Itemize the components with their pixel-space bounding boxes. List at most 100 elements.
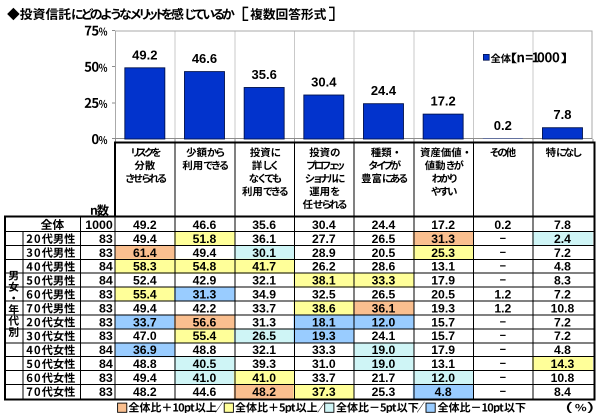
svg-text:4.8: 4.8 <box>554 343 571 357</box>
svg-text:36.1: 36.1 <box>252 232 276 246</box>
svg-text:33.3: 33.3 <box>312 343 336 357</box>
svg-text:−: − <box>500 358 506 370</box>
svg-text:83: 83 <box>99 385 113 399</box>
svg-text:19.3: 19.3 <box>431 301 455 315</box>
svg-text:31.0: 31.0 <box>312 357 336 371</box>
svg-text:28.6: 28.6 <box>372 260 396 274</box>
svg-text:46.6: 46.6 <box>192 51 217 66</box>
svg-text:83: 83 <box>99 246 113 260</box>
svg-text:14.3: 14.3 <box>551 357 575 371</box>
svg-text:55.4: 55.4 <box>193 329 217 343</box>
svg-text:24.4: 24.4 <box>371 83 397 98</box>
svg-text:33.3: 33.3 <box>372 274 396 288</box>
svg-text:42.9: 42.9 <box>193 274 217 288</box>
svg-text:13.1: 13.1 <box>431 357 455 371</box>
svg-text:30.4: 30.4 <box>312 218 336 232</box>
svg-text:36.1: 36.1 <box>372 301 396 315</box>
svg-text:26.5: 26.5 <box>252 329 276 343</box>
svg-text:12.0: 12.0 <box>372 315 396 329</box>
svg-text:4.8: 4.8 <box>435 385 452 399</box>
svg-text:35.6: 35.6 <box>252 67 277 82</box>
svg-text:48.8: 48.8 <box>133 357 157 371</box>
svg-text:32.5: 32.5 <box>312 287 336 301</box>
svg-text:84: 84 <box>99 357 113 371</box>
svg-text:15.7: 15.7 <box>431 315 455 329</box>
svg-text:48.8: 48.8 <box>193 343 217 357</box>
svg-text:44.6: 44.6 <box>193 385 217 399</box>
svg-text:−: − <box>500 344 506 356</box>
svg-text:−: − <box>500 233 506 245</box>
svg-text:49.4: 49.4 <box>133 232 157 246</box>
svg-text:7.2: 7.2 <box>554 329 571 343</box>
svg-text:83: 83 <box>99 287 113 301</box>
svg-text:27.7: 27.7 <box>312 232 336 246</box>
svg-text:1000: 1000 <box>85 218 113 232</box>
svg-text:10.8: 10.8 <box>551 301 575 315</box>
svg-text:83: 83 <box>99 301 113 315</box>
svg-text:61.4: 61.4 <box>133 246 157 260</box>
svg-text:−: − <box>500 275 506 287</box>
svg-text:83: 83 <box>99 232 113 246</box>
svg-text:84: 84 <box>99 274 113 288</box>
svg-text:1.2: 1.2 <box>494 287 511 301</box>
svg-text:83: 83 <box>99 315 113 329</box>
svg-text:39.3: 39.3 <box>252 357 276 371</box>
svg-text:48.2: 48.2 <box>133 385 157 399</box>
svg-text:49.4: 49.4 <box>133 371 157 385</box>
svg-text:28.9: 28.9 <box>312 246 336 260</box>
svg-text:19.3: 19.3 <box>312 329 336 343</box>
svg-text:4.8: 4.8 <box>554 260 571 274</box>
svg-text:24.4: 24.4 <box>372 218 396 232</box>
svg-text:34.9: 34.9 <box>252 287 276 301</box>
svg-text:24.1: 24.1 <box>372 329 396 343</box>
svg-text:55.4: 55.4 <box>133 287 157 301</box>
svg-text:49.2: 49.2 <box>133 218 157 232</box>
svg-text:33.7: 33.7 <box>252 301 276 315</box>
svg-text:10.8: 10.8 <box>551 371 575 385</box>
svg-text:−: − <box>500 372 506 384</box>
svg-text:38.1: 38.1 <box>312 274 336 288</box>
svg-text:49.4: 49.4 <box>193 246 217 260</box>
svg-text:56.6: 56.6 <box>193 315 217 329</box>
svg-text:7.8: 7.8 <box>554 218 571 232</box>
svg-text:8.3: 8.3 <box>554 274 571 288</box>
svg-text:21.7: 21.7 <box>372 371 396 385</box>
svg-text:32.1: 32.1 <box>252 343 276 357</box>
svg-text:52.4: 52.4 <box>133 274 157 288</box>
svg-text:−: − <box>500 261 506 273</box>
svg-text:37.3: 37.3 <box>312 385 336 399</box>
svg-text:51.8: 51.8 <box>193 232 217 246</box>
svg-text:58.3: 58.3 <box>133 260 157 274</box>
svg-text:0.2: 0.2 <box>494 218 511 232</box>
svg-text:20.5: 20.5 <box>431 287 455 301</box>
svg-text:41.0: 41.0 <box>193 371 217 385</box>
svg-text:17.2: 17.2 <box>430 94 455 109</box>
svg-text:26.2: 26.2 <box>312 260 336 274</box>
svg-text:42.2: 42.2 <box>193 301 217 315</box>
svg-text:1.2: 1.2 <box>494 301 511 315</box>
svg-text:47.0: 47.0 <box>133 329 157 343</box>
svg-text:41.0: 41.0 <box>252 371 276 385</box>
svg-text:12.0: 12.0 <box>431 371 455 385</box>
svg-text:25.3: 25.3 <box>372 385 396 399</box>
svg-text:30.1: 30.1 <box>252 246 276 260</box>
svg-text:20.5: 20.5 <box>372 246 396 260</box>
svg-text:2.4: 2.4 <box>554 232 571 246</box>
svg-text:18.1: 18.1 <box>312 315 336 329</box>
svg-text:25.3: 25.3 <box>431 246 455 260</box>
svg-text:36.9: 36.9 <box>133 343 157 357</box>
svg-text:49.4: 49.4 <box>133 301 157 315</box>
svg-text:26.5: 26.5 <box>372 287 396 301</box>
svg-text:7.2: 7.2 <box>554 315 571 329</box>
svg-text:35.6: 35.6 <box>252 218 276 232</box>
svg-text:33.7: 33.7 <box>312 371 336 385</box>
svg-text:38.6: 38.6 <box>312 301 336 315</box>
svg-text:32.1: 32.1 <box>252 274 276 288</box>
svg-text:31.3: 31.3 <box>193 287 217 301</box>
svg-text:49.2: 49.2 <box>132 47 157 62</box>
svg-text:30.4: 30.4 <box>311 75 337 90</box>
svg-text:26.5: 26.5 <box>372 232 396 246</box>
svg-text:17.9: 17.9 <box>431 274 455 288</box>
svg-text:83: 83 <box>99 371 113 385</box>
svg-text:7.2: 7.2 <box>554 287 571 301</box>
